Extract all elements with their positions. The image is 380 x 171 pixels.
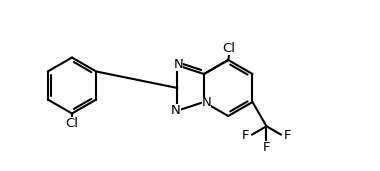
- Text: F: F: [241, 129, 249, 142]
- Text: N: N: [174, 58, 183, 71]
- Text: Cl: Cl: [223, 42, 236, 55]
- Text: F: F: [263, 141, 270, 154]
- Text: N: N: [171, 104, 181, 117]
- Text: N: N: [202, 96, 211, 109]
- Text: F: F: [284, 129, 291, 142]
- Text: Cl: Cl: [65, 117, 79, 130]
